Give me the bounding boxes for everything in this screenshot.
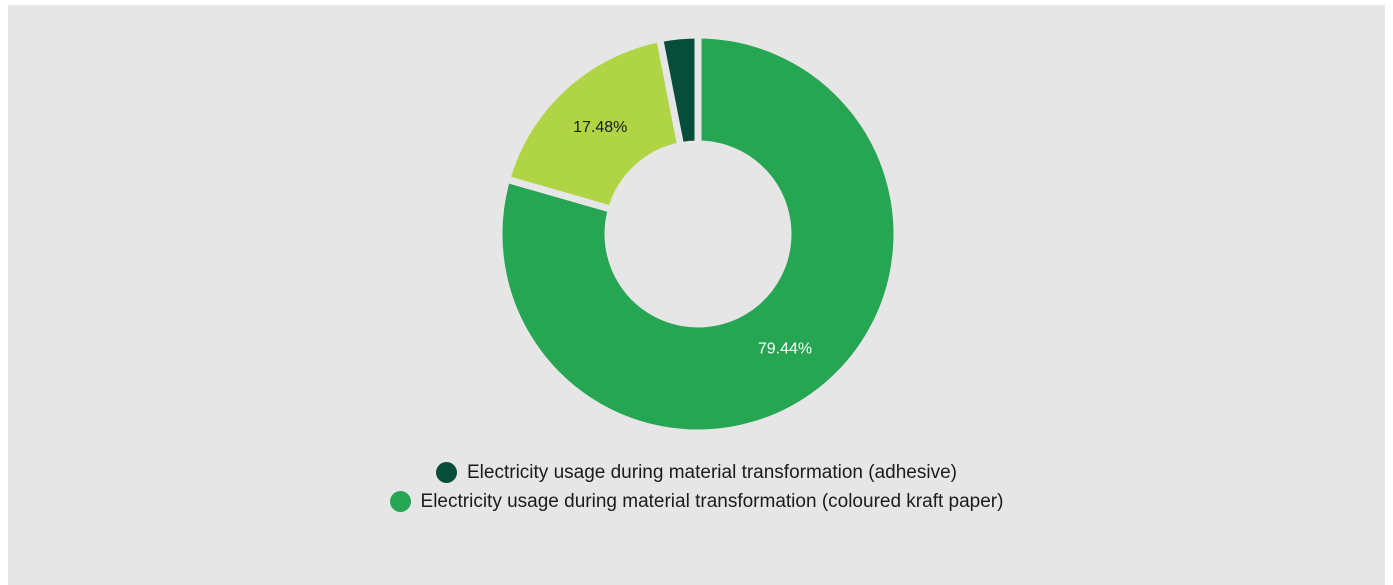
donut-chart: 79.44% 17.48% xyxy=(495,31,901,437)
legend-label-adhesive: Electricity usage during material transf… xyxy=(467,461,957,483)
slice-value-label-0: 79.44% xyxy=(758,341,812,358)
slice-value-label-1: 17.48% xyxy=(573,119,627,136)
donut-slice-0[interactable] xyxy=(495,31,901,437)
legend-item-kraft-paper[interactable]: Electricity usage during material transf… xyxy=(8,487,1385,516)
chart-panel: 79.44% 17.48% Electricity usage during ma… xyxy=(8,5,1385,585)
legend-item-adhesive[interactable]: Electricity usage during material transf… xyxy=(8,458,1385,487)
legend-swatch-adhesive xyxy=(436,462,457,483)
legend-swatch-kraft-paper xyxy=(389,491,411,512)
donut-slice-1[interactable] xyxy=(503,35,685,213)
chart-legend: Electricity usage during material transf… xyxy=(8,458,1385,516)
donut-slice-2[interactable] xyxy=(656,31,702,150)
legend-label-kraft-paper: Electricity usage during material transf… xyxy=(420,490,1004,512)
